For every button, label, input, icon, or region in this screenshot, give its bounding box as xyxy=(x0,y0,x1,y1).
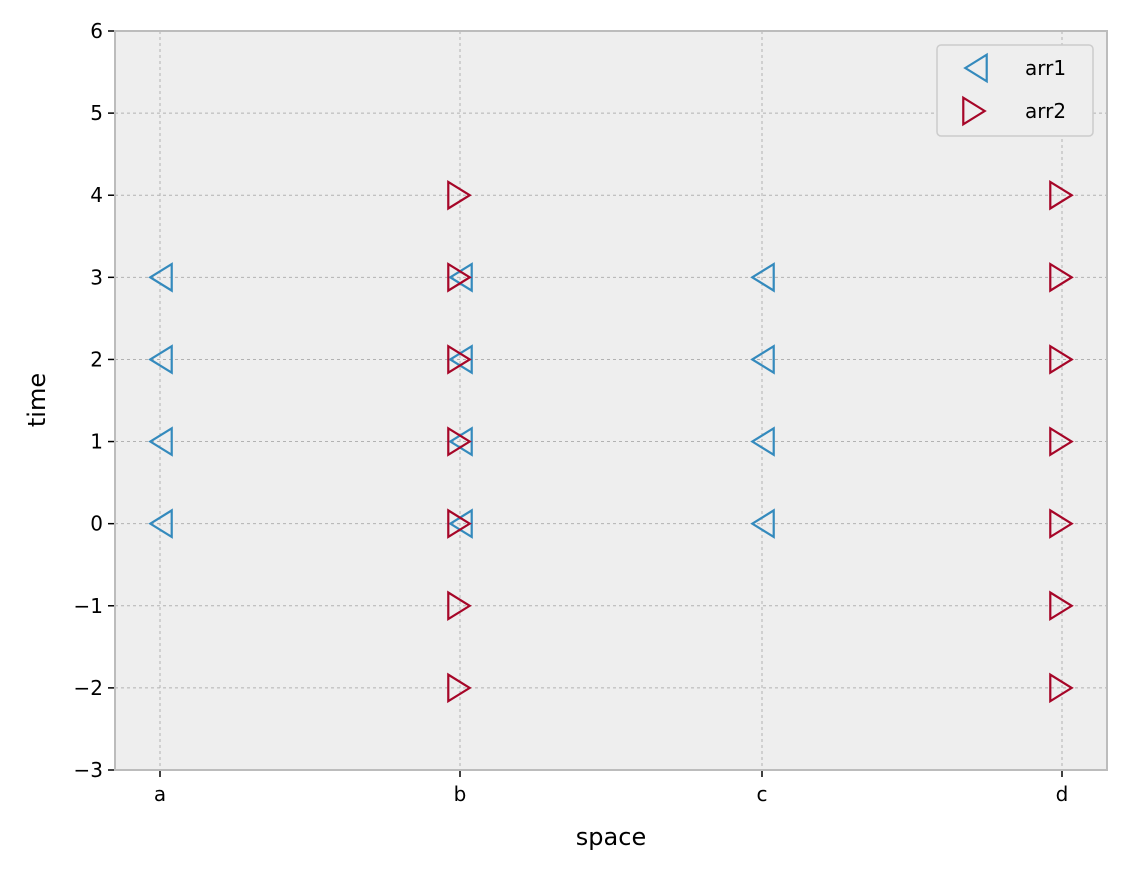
arr1-marker xyxy=(148,344,173,375)
y-tick-label: 1 xyxy=(90,430,103,454)
arr2-marker xyxy=(1049,426,1074,457)
arr1-legend-marker xyxy=(963,52,988,84)
y-tick-label: −3 xyxy=(74,758,103,782)
arr1-marker xyxy=(148,426,173,457)
arr2-marker xyxy=(1049,344,1074,375)
arr2-marker xyxy=(1049,508,1074,539)
arr1-marker xyxy=(148,262,173,293)
x-axis-label: space xyxy=(576,823,646,851)
legend: arr1 arr2 xyxy=(936,44,1094,137)
y-axis-label: time xyxy=(23,373,51,427)
arr2-marker xyxy=(447,179,472,211)
arr1-marker xyxy=(750,426,775,457)
arr2-marker xyxy=(447,508,472,539)
arr2-marker xyxy=(447,590,472,622)
arr2-marker xyxy=(1049,262,1074,293)
arr2-marker xyxy=(1049,672,1074,704)
y-tick-label: 0 xyxy=(90,512,103,536)
data-markers xyxy=(148,179,1074,704)
arr1-marker xyxy=(750,508,775,539)
legend-label: arr2 xyxy=(1025,99,1066,123)
axis-ticks: a b c d −3 −2 −1 0 1 2 3 4 5 6 xyxy=(74,19,1069,806)
legend-label: arr1 xyxy=(1025,56,1066,80)
arr2-marker xyxy=(447,672,472,704)
x-tick-label: d xyxy=(1056,782,1069,806)
y-tick-label: −1 xyxy=(74,594,103,618)
y-tick-label: 5 xyxy=(90,101,103,125)
arr2-marker xyxy=(447,426,472,457)
x-tick-label: c xyxy=(757,782,768,806)
y-tick-label: −2 xyxy=(74,676,103,700)
legend-box xyxy=(936,44,1094,137)
y-tick-label: 3 xyxy=(90,265,103,289)
arr2-marker xyxy=(447,344,472,375)
arr2-marker xyxy=(1049,590,1074,622)
plot-frame xyxy=(114,30,1108,771)
x-tick-label: b xyxy=(454,782,467,806)
arr1-marker xyxy=(750,262,775,293)
x-tick-label: a xyxy=(154,782,166,806)
y-tick-label: 2 xyxy=(90,347,103,371)
arr1-marker xyxy=(750,344,775,375)
arr2-marker xyxy=(447,262,472,293)
arr1-marker xyxy=(148,508,173,539)
arr2-marker xyxy=(1049,179,1074,211)
y-tick-label: 6 xyxy=(90,19,103,43)
plot-area xyxy=(115,31,1107,770)
y-tick-label: 4 xyxy=(90,183,103,207)
arr2-legend-marker xyxy=(962,95,987,127)
